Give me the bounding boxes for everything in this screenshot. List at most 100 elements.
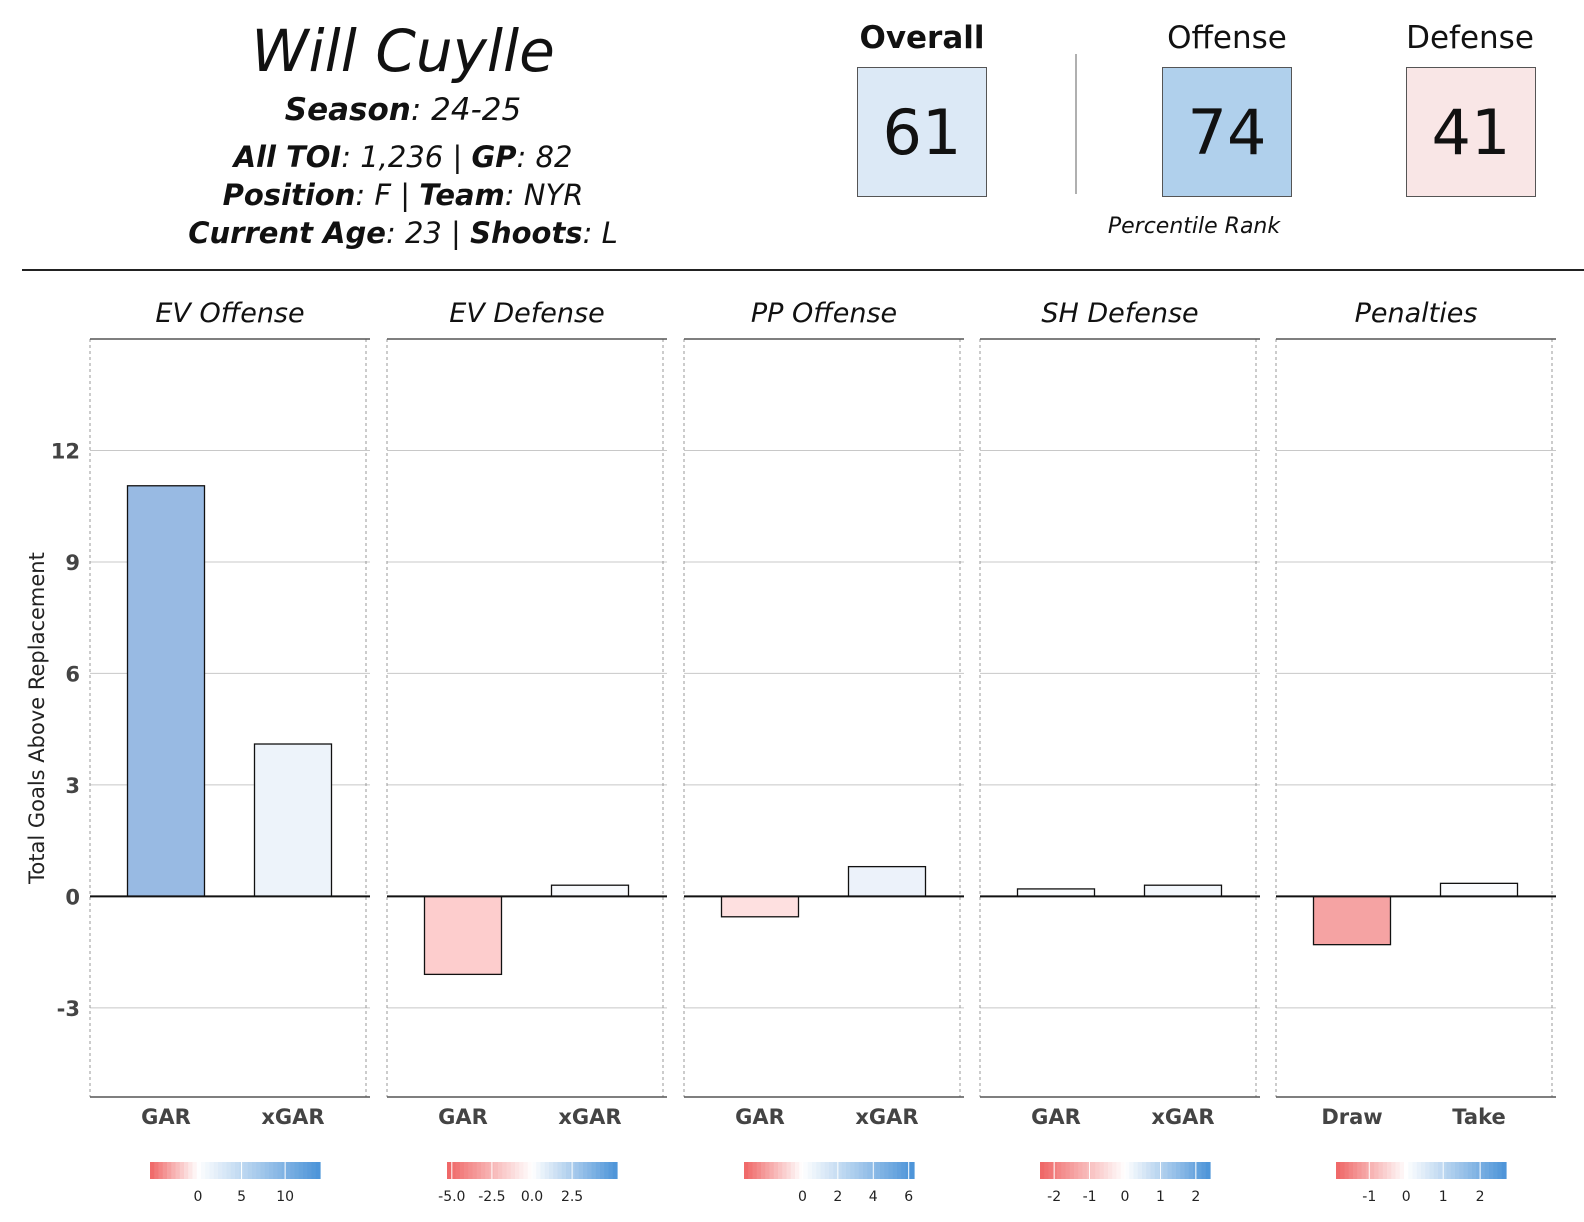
x-tick-label: xGAR — [1151, 1105, 1214, 1129]
legend-color-segment — [523, 1162, 529, 1179]
panel-title: EV Offense — [155, 298, 304, 329]
legend-color-segment — [600, 1162, 605, 1179]
legend-color-segment — [1052, 1162, 1058, 1179]
bar — [126, 485, 206, 898]
legend-color-segment — [786, 1162, 792, 1179]
legend-color-segment — [1163, 1162, 1169, 1179]
legend-color-segment — [1357, 1162, 1363, 1179]
legend-color-segment — [769, 1162, 775, 1179]
legend-color-segment — [167, 1162, 172, 1179]
legend-color-segment — [1065, 1162, 1071, 1179]
legend-tick-label: -2.5 — [478, 1189, 505, 1205]
x-tick-label: Take — [1452, 1105, 1505, 1129]
legend-color-segment — [837, 1162, 843, 1179]
legend-color-segment — [502, 1162, 508, 1179]
legend-color-segment — [281, 1162, 287, 1179]
legend-color-segment — [884, 1162, 890, 1179]
legend-color-segment — [1450, 1162, 1456, 1179]
legend-color-segment — [307, 1162, 313, 1179]
age-value: 23 — [404, 216, 442, 250]
y-tick-label: 6 — [65, 662, 80, 686]
y-tick-label: 3 — [65, 774, 80, 798]
legend-color-segment — [1069, 1162, 1075, 1179]
legend-color-segment — [553, 1162, 559, 1179]
legend-color-segment — [277, 1162, 283, 1179]
legend-color-segment — [897, 1162, 902, 1179]
legend-color-segment — [1074, 1162, 1079, 1179]
bar — [423, 895, 503, 976]
legend-color-segment — [1497, 1162, 1503, 1179]
panel-title: PP Offense — [751, 298, 897, 329]
player-name: Will Cuylle — [251, 17, 555, 85]
legend-color-segment — [311, 1162, 317, 1179]
legend-color-segment — [1176, 1162, 1181, 1179]
x-tick-label: GAR — [438, 1105, 488, 1129]
legend-color-segment — [1421, 1162, 1426, 1179]
age-label: Current Age — [188, 216, 386, 250]
legend-color-segment — [833, 1162, 839, 1179]
legend-tick-label: 10 — [276, 1189, 294, 1205]
legend-tick-label: 1 — [1439, 1189, 1448, 1205]
legend-color-segment — [765, 1162, 771, 1179]
legend-color-segment — [1116, 1162, 1122, 1179]
legend-color-segment — [540, 1162, 546, 1179]
legend-color-segment — [1205, 1162, 1211, 1179]
legend-tick-label: -1 — [1083, 1189, 1097, 1205]
overall-label: Overall — [859, 20, 985, 56]
bar — [847, 865, 927, 898]
defense-label: Defense — [1406, 20, 1534, 56]
legend-color-segment — [1112, 1162, 1118, 1179]
legend-color-segment — [247, 1162, 253, 1179]
legend-color-segment — [854, 1162, 860, 1179]
x-tick-label: xGAR — [855, 1105, 918, 1129]
legend-tick-label: 0 — [1402, 1189, 1411, 1205]
legend-color-segment — [1416, 1162, 1422, 1179]
score-divider — [1075, 54, 1077, 194]
legend-color-segment — [570, 1162, 576, 1179]
season-line: Season: 24-25 — [284, 92, 522, 128]
legend-color-segment — [1480, 1162, 1486, 1179]
legend-color-segment — [1146, 1162, 1152, 1179]
legend-color-segment — [527, 1162, 533, 1179]
legend-color-segment — [773, 1162, 779, 1179]
legend-color-segment — [803, 1162, 809, 1179]
legend-color-segment — [1467, 1162, 1473, 1179]
legend-color-segment — [1103, 1162, 1109, 1179]
y-axis-label: Total Goals Above Replacement — [25, 552, 49, 885]
bar — [1016, 888, 1096, 898]
legend-color-segment — [756, 1162, 762, 1179]
legend-color-segment — [1154, 1162, 1160, 1179]
panel-title: SH Defense — [1041, 298, 1198, 329]
legend-color-segment — [1125, 1162, 1130, 1179]
toi-label: All TOI — [233, 140, 342, 174]
legend-color-segment — [867, 1162, 873, 1179]
legend-tick-label: -1 — [1362, 1189, 1376, 1205]
legend-color-segment — [1057, 1162, 1062, 1179]
bar — [1143, 884, 1223, 898]
legend-color-segment — [544, 1162, 550, 1179]
legend-tick-label: 0.0 — [521, 1189, 543, 1205]
legend-color-segment — [1446, 1162, 1452, 1179]
defense-score-box: 41 — [1406, 67, 1536, 197]
legend-color-segment — [235, 1162, 240, 1179]
legend-color-segment — [1382, 1162, 1388, 1179]
bar — [1312, 895, 1392, 946]
legend-color-segment — [1150, 1162, 1156, 1179]
legend-color-segment — [213, 1162, 219, 1179]
legend-color-segment — [841, 1162, 847, 1179]
legend-color-segment — [1108, 1162, 1113, 1179]
legend-color-segment — [1048, 1162, 1054, 1179]
legend-color-segment — [1167, 1162, 1173, 1179]
legend-color-segment — [1433, 1162, 1439, 1179]
legend-color-segment — [179, 1162, 185, 1179]
legend-color-segment — [298, 1162, 304, 1179]
x-tick-label: GAR — [735, 1105, 785, 1129]
legend-color-segment — [303, 1162, 308, 1179]
legend-color-segment — [1484, 1162, 1490, 1179]
legend-color-segment — [909, 1162, 915, 1179]
legend-color-segment — [536, 1162, 542, 1179]
legend-color-segment — [561, 1162, 567, 1179]
legend-color-segment — [1137, 1162, 1143, 1179]
legend-color-segment — [1391, 1162, 1397, 1179]
